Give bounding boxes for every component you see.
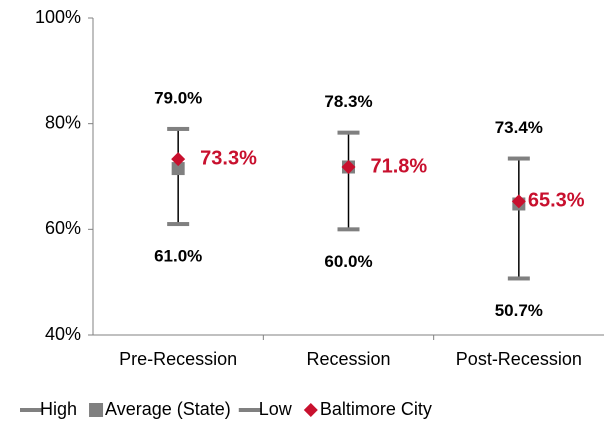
legend-marker: [20, 408, 42, 412]
legend-marker: [238, 408, 261, 412]
marker-dash: [507, 276, 530, 281]
legend-label: High: [40, 399, 77, 419]
legend-label: Average (State): [105, 399, 231, 419]
low-label: 60.0%: [324, 252, 372, 271]
city-label: 73.3%: [200, 147, 257, 169]
marker-square: [171, 162, 185, 176]
legend-marker: [89, 403, 104, 417]
marker-dash: [507, 156, 530, 161]
high-label: 78.3%: [324, 92, 372, 111]
marker-diamond: [511, 194, 526, 209]
y-tick-label: 100%: [35, 7, 81, 27]
high-label: 79.0%: [154, 88, 202, 107]
marker-diamond: [341, 159, 356, 174]
y-tick-label: 40%: [45, 324, 81, 344]
high-label: 73.4%: [495, 118, 543, 137]
legend-marker: [303, 403, 318, 417]
low-label: 61.0%: [154, 247, 202, 266]
x-tick-label: Pre-Recession: [119, 349, 237, 369]
city-label: 71.8%: [371, 155, 428, 177]
low-label: 50.7%: [495, 301, 543, 320]
x-tick-label: Post-Recession: [456, 349, 582, 369]
marker-dash: [337, 130, 360, 135]
marker-dash: [337, 227, 360, 232]
y-tick-label: 80%: [45, 112, 81, 132]
marker-dash: [167, 222, 190, 227]
legend-label: Baltimore City: [320, 399, 432, 419]
y-tick-label: 60%: [45, 218, 81, 238]
legend-label: Low: [259, 399, 293, 419]
city-label: 65.3%: [528, 190, 585, 212]
marker-diamond: [171, 152, 186, 167]
x-tick-label: Recession: [306, 349, 390, 369]
marker-dash: [167, 126, 190, 131]
